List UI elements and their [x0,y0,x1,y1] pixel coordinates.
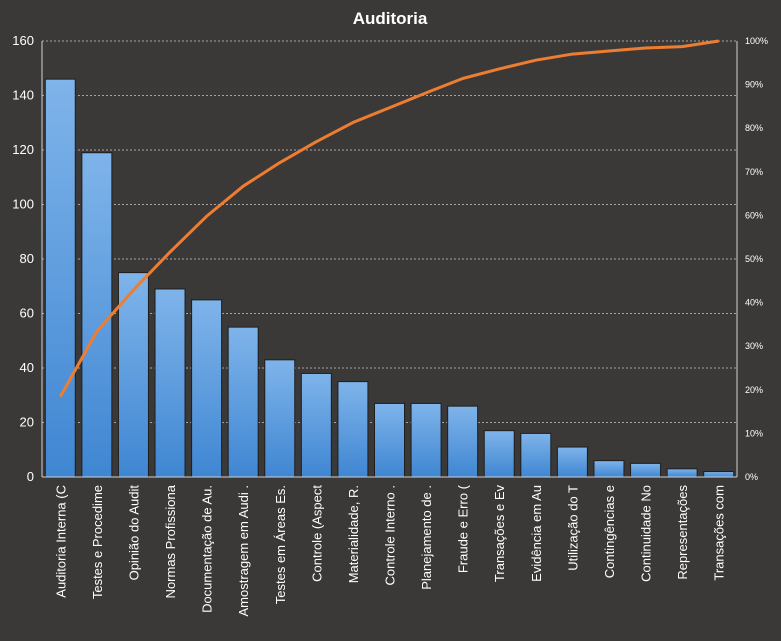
cumulative-line [58,39,719,398]
bar [630,462,662,478]
x-tick-label: Evidência em Au [529,485,544,582]
x-tick-label: Representações [675,485,690,580]
bar [154,288,186,478]
x-tick-label: Documentação de Au. [200,485,215,613]
bar [703,471,735,478]
y-tick-label: 160 [12,33,34,48]
y-tick-label: 100 [12,197,34,212]
bar [447,405,479,478]
bar [593,460,625,478]
bar [227,326,259,478]
bar [666,468,698,478]
labels: 0 20 40 60 80 100 120 140 160 0% 10% 20% 30% 40% 50% 60… [12,33,768,617]
y-tick-label: 140 [12,88,34,103]
x-tick-label: Transações com [712,485,727,581]
y2-tick-label: 90% [745,80,763,90]
x-tick-label: Testes em Áreas Es. [273,485,288,604]
y2-tick-label: 30% [745,341,763,351]
cumulative-line-path [58,39,719,398]
bar [44,78,76,478]
bar [556,446,588,478]
y-tick-label: 80 [20,251,34,266]
x-tick-label: Testes e Procedime [90,485,105,599]
x-tick-label: Normas Profissiona [163,484,178,598]
bar [81,152,113,478]
y2-tick-label: 0% [745,472,758,482]
chart-title: Auditoria [353,9,428,28]
bar [374,402,405,478]
bars [44,78,735,478]
x-tick-label: Utilização do T [565,485,580,571]
y2-tick-label: 100% [745,36,768,46]
bar [264,359,296,478]
x-tick-label: Contingências e [602,485,617,578]
y2-tick-label: 50% [745,254,763,264]
y-tick-label: 120 [12,142,34,157]
x-tick-label: Auditoria Interna (C [53,485,68,598]
y2-tick-label: 10% [745,428,763,438]
bar [410,402,442,478]
y-tick-label: 40 [20,360,34,375]
x-tick-label: Opinião do Audit [126,485,141,581]
y2-tick-label: 80% [745,123,763,133]
x-tick-label: Amostragem em Audi . [236,485,251,617]
bar [117,272,149,478]
x-tick-label: Planejamento de . [419,485,434,590]
y2-tick-label: 40% [745,298,763,308]
y-tick-label: 60 [20,306,34,321]
bar [300,372,332,478]
x-tick-label: Materialidade, R. [346,485,361,583]
y-tick-label: 0 [27,469,34,484]
bar [520,432,552,478]
x-tick-label: Fraude e Erro ( [456,484,471,573]
y2-tick-label: 20% [745,385,763,395]
x-tick-label: Transações e Ev [492,485,507,583]
x-tick-label: Continuidade No [639,485,654,582]
bar [337,381,369,478]
bar [483,430,515,478]
x-tick-label: Controle (Aspect [309,485,324,582]
y2-tick-label: 60% [745,210,763,220]
x-tick-label: Controle Interno . [383,485,398,585]
bar [191,299,223,478]
y2-tick-label: 70% [745,167,763,177]
y-tick-label: 20 [20,415,34,430]
axes [41,41,738,478]
